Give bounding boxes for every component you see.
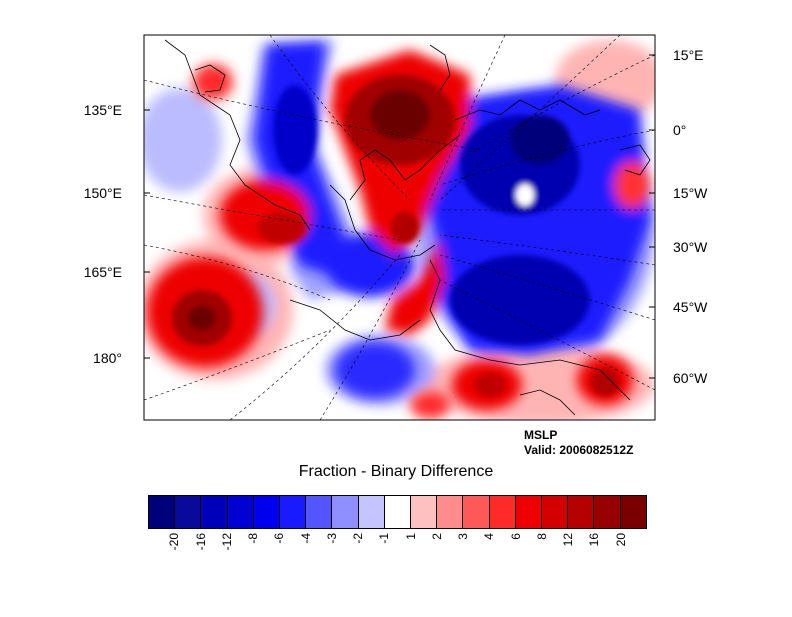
coastline-path: [164, 39, 311, 231]
shading-pos-core-8: [474, 373, 506, 397]
tick-marks: [144, 54, 655, 379]
colorbar-tick-label: 20: [613, 533, 628, 547]
colorbar-box: [542, 496, 569, 528]
shading-pos-tongue: [385, 240, 445, 335]
lon-label-180: 180°: [93, 350, 122, 366]
shading-neg-core-4: [510, 115, 570, 165]
colorbar-box: [227, 496, 254, 528]
field-name: MSLP: [524, 428, 558, 442]
coastline-path: [619, 144, 651, 176]
colorbar-box: [620, 496, 646, 528]
graticule-line: [144, 79, 481, 151]
shading-halo-neg-nw: [144, 88, 222, 192]
colorbar-box: [437, 496, 464, 528]
lon-label-15e: 15°E: [673, 47, 704, 63]
graticule-line: [429, 35, 506, 201]
graticule-line: [439, 35, 621, 201]
colorbar-box: [358, 496, 385, 528]
shading-neg-south: [335, 342, 415, 398]
coastline-path: [429, 44, 451, 91]
lon-label-60w: 60°W: [673, 370, 708, 386]
coastline-path: [454, 99, 601, 121]
colorbar-tick-label: -4: [298, 533, 313, 544]
graticule-line: [459, 54, 655, 161]
map-frame: [143, 34, 656, 421]
graticule-line: [269, 35, 411, 201]
coastline-path: [194, 64, 226, 93]
colorbar-box: [594, 496, 621, 528]
graticule-line: [319, 239, 421, 420]
graticule-line: [439, 254, 655, 321]
colorbar-box: [384, 496, 412, 528]
colorbar-box: [149, 496, 176, 528]
shading-pos-core-5: [258, 212, 306, 244]
colorbar-tick-label: -2: [351, 533, 366, 544]
coastlines: [164, 39, 651, 416]
lon-label-45w: 45°W: [673, 299, 708, 315]
colorbar-box: [568, 496, 595, 528]
colorbar-box: [489, 496, 516, 528]
colorbar-box: [411, 496, 438, 528]
colorbar-tick-label: 16: [587, 533, 602, 547]
graticule-line: [439, 234, 655, 266]
lon-label-0: 0°: [673, 122, 687, 138]
colorbar-tick-label: 6: [508, 533, 523, 540]
graticule: [144, 35, 655, 420]
shading-pos-north: [193, 64, 233, 100]
colorbar-box: [280, 496, 307, 528]
colorbar-tick-label: -3: [324, 533, 339, 544]
colorbar-tick-label: -8: [246, 533, 261, 544]
coastline-path: [429, 259, 631, 401]
graticule-line: [439, 279, 655, 391]
colorbar-tick-label: 1: [403, 533, 418, 540]
colorbar-box: [201, 496, 228, 528]
colorbar-tick-label: -20: [167, 533, 182, 551]
colorbar-labels: -20 -16 -12 -8 -6 -4 -3 -2 -1 1 2 3 4 6 8 12 16 20: [148, 533, 647, 573]
colorbar: [148, 495, 647, 529]
shading-pos-core-7: [591, 368, 619, 396]
valid-time: Valid: 2006082512Z: [524, 443, 634, 457]
shading-pos-core-2: [370, 90, 430, 140]
coastline-path: [329, 184, 436, 261]
colorbar-box: [463, 496, 490, 528]
shading-pos-core-6: [391, 212, 419, 244]
graticule-line: [229, 254, 401, 420]
shading-pos-sw-2: [410, 391, 450, 419]
lon-label-30w: 30°W: [673, 239, 708, 255]
difference-field: [144, 40, 655, 420]
lon-label-15w: 15°W: [673, 185, 708, 201]
graticule-line: [144, 244, 331, 301]
colorbar-box: [515, 496, 543, 528]
shading-white-spot: [516, 184, 534, 206]
colorbar-tick-label: 2: [429, 533, 444, 540]
graticule-line: [144, 194, 401, 241]
colorbar-tick-label: 4: [482, 533, 497, 540]
colorbar-tick-label: -1: [377, 533, 392, 544]
coastline-path: [519, 389, 576, 416]
lon-label-150e: 150°E: [83, 185, 122, 201]
plot-title: Fraction - Binary Difference: [298, 463, 494, 480]
colorbar-tick-label: 12: [561, 533, 576, 547]
shading-pos-core-4: [188, 306, 216, 330]
colorbar-tick-label: -16: [193, 533, 208, 551]
shading-neg-core-2: [450, 255, 590, 345]
colorbar-tick-label: -6: [272, 533, 287, 544]
colorbar-box: [253, 496, 281, 528]
shading-neg-core-3: [273, 85, 317, 175]
colorbar-box: [332, 496, 359, 528]
colorbar-box: [306, 496, 333, 528]
colorbar-tick-label: -12: [219, 533, 234, 551]
coastline-path: [349, 134, 461, 201]
lon-label-135e: 135°E: [83, 102, 122, 118]
graticule-line: [439, 129, 655, 186]
colorbar-box: [175, 496, 202, 528]
colorbar-tick-label: 3: [456, 533, 471, 540]
coastline-path: [289, 299, 421, 341]
colorbar-tick-label: 8: [534, 533, 549, 540]
lon-label-165e: 165°E: [83, 264, 122, 280]
